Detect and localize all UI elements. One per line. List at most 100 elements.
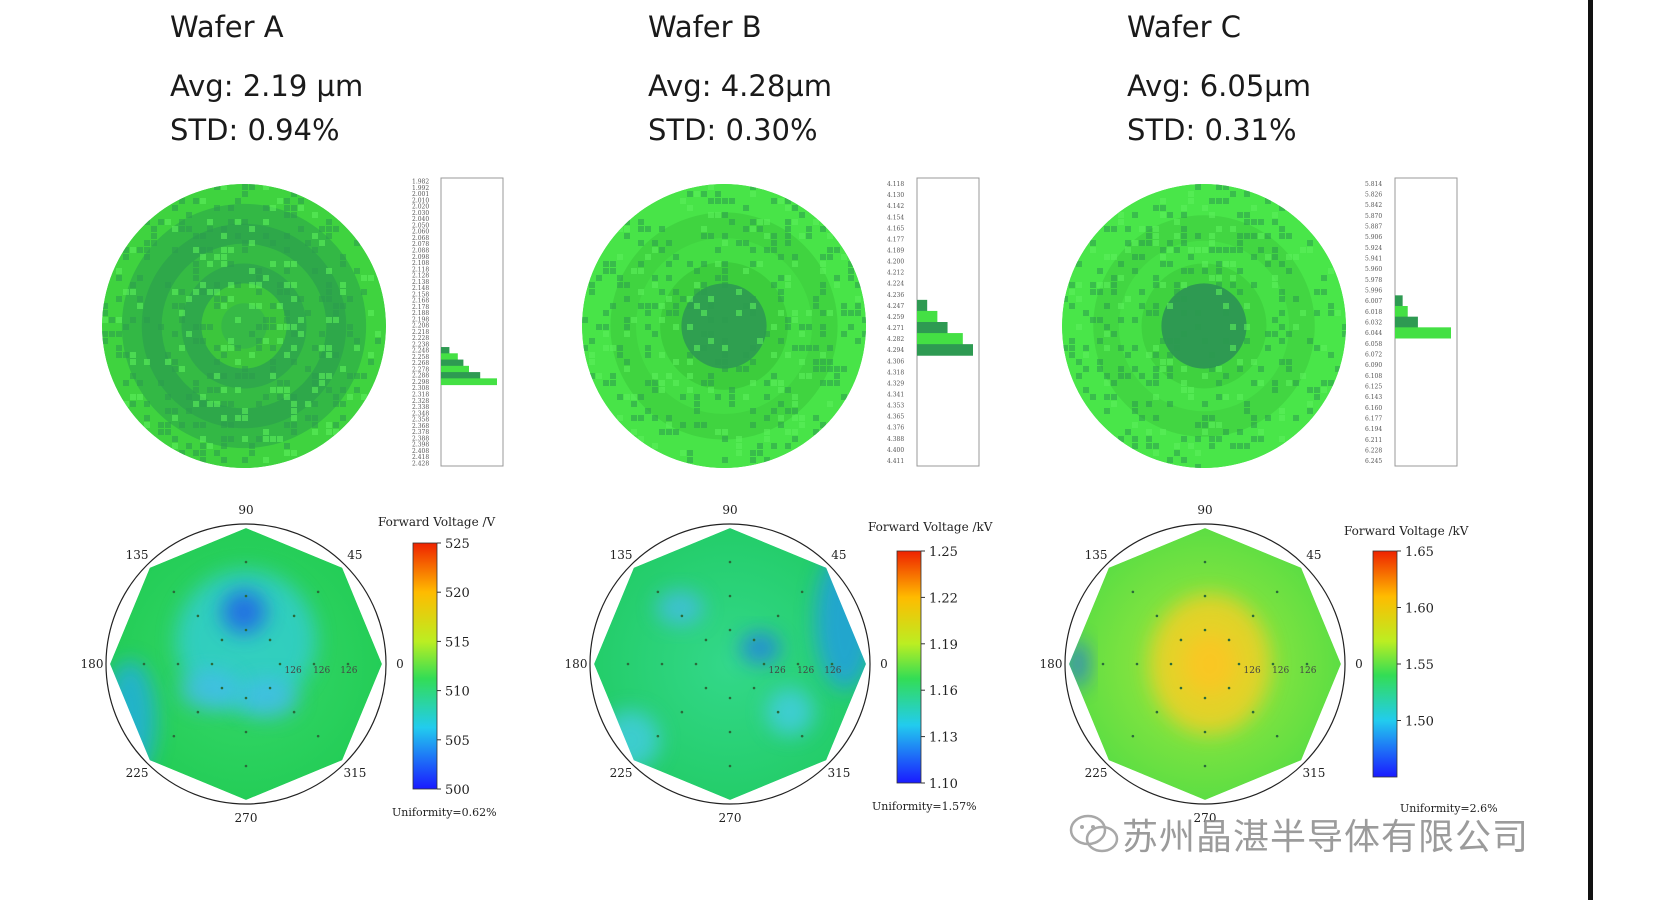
wafer-map-a: 1.9821.9922.0012.0102.0202.0302.0402.050… xyxy=(102,177,504,468)
radial-label: 126 xyxy=(1299,666,1316,676)
colorbar-tick-label: 505 xyxy=(445,734,470,749)
histogram-tick-label: 5.870 xyxy=(1365,213,1382,220)
polar-outline xyxy=(1064,523,1346,805)
wafer-a-avg: Avg: 2.19 µm xyxy=(170,69,364,103)
histogram-tick-label: 6.090 xyxy=(1365,362,1382,369)
histogram-tick-label: 2.088 xyxy=(412,248,429,255)
histogram-tick-label: 4.247 xyxy=(887,303,904,310)
angle-label: 135 xyxy=(1085,548,1108,562)
polar-map-a: 90 45 0 315 270 225 180 135 126 126 126 525 520 515 51… xyxy=(81,503,497,825)
colorbar-tick-label: 515 xyxy=(445,635,470,650)
angle-label: 45 xyxy=(1306,548,1321,562)
histogram-tick-label: 2.368 xyxy=(412,423,429,430)
histogram-tick-label: 2.010 xyxy=(412,197,429,204)
angle-label: 90 xyxy=(1197,503,1212,517)
histogram-c: 5.814 5.826 5.842 5.870 5.887 5.906 5.924 5.941… xyxy=(1365,177,1458,467)
histogram-tick-label: 4.154 xyxy=(887,214,904,221)
colorbar-title: Forward Voltage /V xyxy=(378,515,496,529)
uniformity-label: Uniformity=1.57% xyxy=(872,800,977,813)
histogram-tick-label: 1.992 xyxy=(412,185,429,192)
angle-label: 225 xyxy=(1085,766,1108,780)
histogram-bar xyxy=(1395,316,1418,328)
histogram-tick-label: 4.118 xyxy=(887,181,904,188)
histogram-tick-label: 2.218 xyxy=(412,329,429,336)
colorbar-tick-label: 1.65 xyxy=(1405,545,1434,560)
histogram-tick-label: 2.278 xyxy=(412,366,429,373)
wafer-c-std: STD: 0.31% xyxy=(1127,113,1297,147)
histogram-tick-label: 2.050 xyxy=(412,222,429,229)
histogram-tick-label: 6.032 xyxy=(1365,320,1382,327)
histogram-tick-label: 1.982 xyxy=(412,179,429,186)
angle-label: 45 xyxy=(831,548,846,562)
histogram-tick-label: 4.400 xyxy=(887,447,904,454)
wafer-c-header: Wafer C Avg: 6.05µm STD: 0.31% xyxy=(1127,10,1311,152)
histogram-tick-label: 6.044 xyxy=(1365,330,1382,337)
histogram-tick-label: 2.030 xyxy=(412,210,429,217)
colorbar: 1.25 1.22 1.19 1.16 1.13 1.10 xyxy=(896,545,958,792)
wafer-b-avg: Avg: 4.28µm xyxy=(648,69,832,103)
angle-label: 90 xyxy=(722,503,737,517)
histogram-tick-label: 5.924 xyxy=(1365,245,1382,252)
histogram-tick-label: 6.160 xyxy=(1365,405,1382,412)
histogram-tick-label: 2.208 xyxy=(412,323,429,330)
histogram-tick-label: 2.288 xyxy=(412,373,429,380)
histogram-tick-label: 4.130 xyxy=(887,192,904,199)
histogram-bar xyxy=(1395,306,1408,318)
polar-outline xyxy=(105,523,387,805)
histogram-tick-label: 5.887 xyxy=(1365,224,1382,231)
histogram-bar xyxy=(917,344,973,356)
histogram-tick-label: 2.198 xyxy=(412,316,429,323)
histogram-tick-label: 4.177 xyxy=(887,236,904,243)
histogram-bar xyxy=(441,353,458,361)
histogram-bar xyxy=(441,359,464,367)
histogram-b: 4.118 4.130 4.142 4.154 4.165 4.177 4.189 4.200… xyxy=(887,177,980,467)
colorbar-tick-label: 1.10 xyxy=(929,777,958,792)
histogram-tick-label: 4.341 xyxy=(887,392,904,399)
angle-label: 315 xyxy=(1302,766,1325,780)
histogram-tick-label: 2.318 xyxy=(412,392,429,399)
colorbar-tick-label: 1.16 xyxy=(929,684,958,699)
wafer-c-title: Wafer C xyxy=(1127,10,1242,44)
histogram-tick-label: 2.068 xyxy=(412,235,429,242)
histogram-tick-label: 6.194 xyxy=(1365,426,1382,433)
angle-label: 315 xyxy=(343,766,366,780)
wafer-b-std: STD: 0.30% xyxy=(648,113,818,147)
histogram-tick-label: 2.388 xyxy=(412,435,429,442)
histogram-bar xyxy=(1395,327,1451,339)
histogram-tick-label: 4.388 xyxy=(887,436,904,443)
histogram-tick-label: 6.125 xyxy=(1365,384,1382,391)
watermark: 苏州晶湛半导体有限公司 xyxy=(1068,808,1529,860)
colorbar-tick-label: 1.25 xyxy=(929,545,958,560)
right-border-line xyxy=(1588,0,1593,900)
radial-label: 126 xyxy=(1272,666,1289,676)
histogram-tick-label: 5.941 xyxy=(1365,256,1382,263)
radial-label: 126 xyxy=(769,666,786,676)
histogram-tick-label: 2.268 xyxy=(412,360,429,367)
radial-label: 126 xyxy=(824,666,841,676)
wafer-map-c: 5.814 5.826 5.842 5.870 5.887 5.906 5.924 5.941… xyxy=(1062,177,1458,468)
polar-map-c: 90 45 0 315 270 225 180 135 126 126 126 1.65 1.60 1.5… xyxy=(1040,503,1498,825)
histogram-tick-label: 6.211 xyxy=(1365,437,1382,444)
angle-label: 180 xyxy=(1040,657,1063,671)
angle-label: 0 xyxy=(880,657,888,671)
histogram-tick-label: 4.189 xyxy=(887,248,904,255)
wafer-b-header: Wafer B Avg: 4.28µm STD: 0.30% xyxy=(648,10,832,152)
histogram-tick-label: 2.378 xyxy=(412,429,429,436)
histogram-tick-label: 2.298 xyxy=(412,379,429,386)
histogram-tick-label: 2.148 xyxy=(412,285,429,292)
wechat-icon xyxy=(1069,814,1119,853)
histogram-bar xyxy=(1395,295,1403,307)
histogram-tick-label: 2.308 xyxy=(412,385,429,392)
wafer-a-title: Wafer A xyxy=(170,10,284,44)
histogram-bar xyxy=(441,372,481,379)
angle-label: 0 xyxy=(1355,657,1363,671)
radial-label: 126 xyxy=(285,666,302,676)
radial-label: 126 xyxy=(313,666,330,676)
angle-label: 225 xyxy=(126,766,149,780)
histogram-bar xyxy=(441,347,450,354)
histogram-bar xyxy=(917,299,928,312)
histogram-tick-label: 6.072 xyxy=(1365,352,1382,359)
wafer-a-std: STD: 0.94% xyxy=(170,113,340,147)
colorbar-tick-label: 510 xyxy=(445,685,470,700)
angle-label: 180 xyxy=(81,657,104,671)
